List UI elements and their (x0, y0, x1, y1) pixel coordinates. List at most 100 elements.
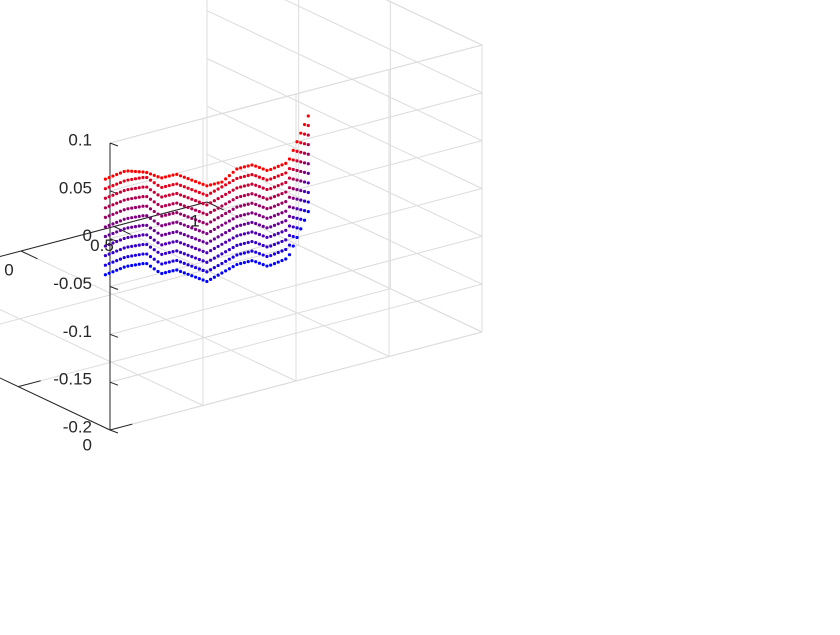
scatter-point (160, 195, 163, 198)
scatter-point (213, 199, 216, 202)
scatter-point (130, 207, 133, 210)
scatter-point (280, 230, 283, 233)
scatter-point (220, 224, 223, 227)
scatter-point (217, 181, 220, 184)
scatter-point (232, 236, 235, 239)
grid-line-x-floor (207, 202, 482, 332)
scatter-point (295, 169, 298, 172)
scatter-point (108, 205, 111, 208)
scatter-point (262, 177, 265, 180)
scatter-point (235, 177, 238, 180)
scatter-point (138, 263, 141, 266)
scatter-point (235, 263, 238, 266)
scatter-point (190, 207, 193, 210)
scatter-point (160, 186, 163, 189)
scatter-point (258, 262, 261, 265)
scatter-point (247, 241, 250, 244)
scatter-point (213, 266, 216, 269)
scatter-point (265, 169, 268, 172)
scatter-point (239, 166, 242, 169)
scatter-point (145, 243, 148, 246)
scatter-point (156, 270, 159, 273)
grid-line-z-right (207, 0, 482, 93)
scatter-point (224, 193, 227, 196)
scatter-point (198, 248, 201, 251)
scatter-point (292, 244, 295, 247)
scatter-point (164, 261, 167, 264)
grid-line-z-right (207, 11, 482, 141)
z-tick-label: -0.2 (63, 417, 92, 436)
scatter-point (119, 258, 122, 261)
scatter-point (243, 204, 246, 207)
scatter-point (186, 177, 189, 180)
scatter-point (243, 223, 246, 226)
scatter-point (213, 209, 216, 212)
scatter-point (250, 211, 253, 214)
scatter-point (217, 264, 220, 267)
scatter-point (119, 210, 122, 213)
scatter-point (220, 233, 223, 236)
scatter-point (299, 160, 302, 163)
scatter-point (254, 174, 257, 177)
scatter-point (284, 162, 287, 165)
scatter-point (194, 189, 197, 192)
z-tick-mark (110, 334, 118, 337)
y-tick-mark (110, 424, 132, 430)
scatter-point (273, 214, 276, 217)
scatter-point (194, 237, 197, 240)
scatter-point (179, 184, 182, 187)
scatter-point (171, 221, 174, 224)
scatter-point (250, 221, 253, 224)
scatter-point (202, 221, 205, 224)
scatter-point (153, 181, 156, 184)
scatter-point (265, 264, 268, 267)
scatter-point (119, 171, 122, 174)
scatter-point (130, 264, 133, 267)
scatter-point (149, 265, 152, 268)
scatter-point (205, 203, 208, 206)
scatter-point (277, 260, 280, 263)
scatter-point (168, 260, 171, 263)
scatter-point (254, 222, 257, 225)
scatter-point (164, 223, 167, 226)
scatter-point (168, 184, 171, 187)
scatter-point (115, 202, 118, 205)
scatter-point (141, 233, 144, 236)
scatter-point (277, 203, 280, 206)
scatter-point (295, 159, 298, 162)
scatter-point (262, 244, 265, 247)
scatter-point (149, 179, 152, 182)
scatter-point (186, 215, 189, 218)
grid-line-z-right (207, 106, 482, 236)
scatter-point (168, 241, 171, 244)
scatter-point (205, 194, 208, 197)
scatter-point (202, 240, 205, 243)
scatter-point (198, 277, 201, 280)
scatter-point (213, 257, 216, 260)
scatter-point (307, 210, 310, 213)
scatter-point (273, 233, 276, 236)
scatter-point (183, 223, 186, 226)
scatter-point (209, 183, 212, 186)
scatter-point (179, 241, 182, 244)
scatter-point (292, 187, 295, 190)
scatter-point (307, 162, 310, 165)
scatter-point (254, 231, 257, 234)
z-tick-label: 0.05 (59, 178, 92, 197)
scatter-point (299, 218, 302, 221)
scatter-point (295, 150, 298, 153)
scatter-point (205, 270, 208, 273)
scatter-point (130, 187, 133, 190)
scatter-point (213, 237, 216, 240)
scatter-point (209, 278, 212, 281)
scatter-point (194, 276, 197, 279)
scatter-point (250, 183, 253, 186)
scatter-point (307, 133, 310, 136)
scatter-point (104, 225, 107, 228)
scatter-point (243, 175, 246, 178)
scatter-point (123, 189, 126, 192)
scatter-point (307, 124, 310, 127)
scatter-point (228, 267, 231, 270)
scatter-point (217, 216, 220, 219)
scatter-point (280, 202, 283, 205)
